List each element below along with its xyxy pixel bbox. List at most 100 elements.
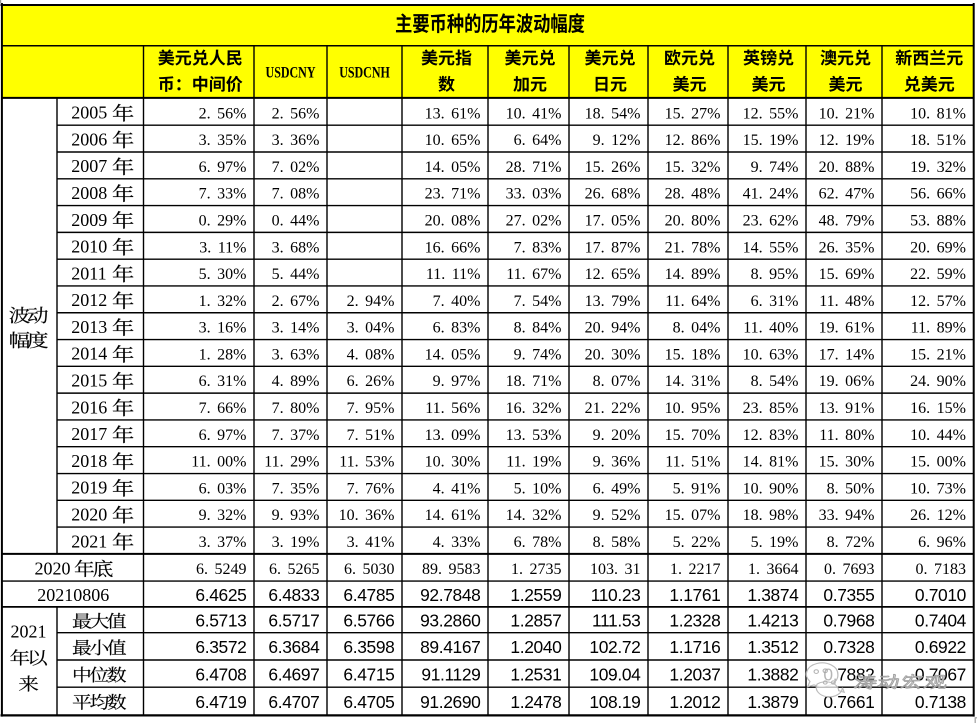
svg-text:14. 31%: 14. 31% (665, 373, 721, 390)
svg-text:6. 97%: 6. 97% (199, 159, 247, 176)
svg-text:13. 79%: 13. 79% (585, 293, 641, 310)
svg-text:12. 86%: 12. 86% (665, 132, 721, 149)
svg-text:4. 41%: 4. 41% (433, 480, 481, 497)
svg-text:10. 63%: 10. 63% (743, 346, 799, 363)
svg-text:3. 04%: 3. 04% (347, 320, 395, 337)
svg-text:2013: 2013 (71, 317, 107, 337)
svg-text:2021: 2021 (11, 622, 47, 642)
svg-text:3. 63%: 3. 63% (272, 346, 320, 363)
svg-text:0.7355: 0.7355 (823, 585, 874, 605)
svg-text:6.4715: 6.4715 (343, 665, 394, 685)
svg-text:91.2690: 91.2690 (420, 692, 480, 712)
svg-text:2. 56%: 2. 56% (272, 105, 320, 122)
svg-text:8. 72%: 8. 72% (827, 534, 875, 551)
svg-text:5. 91%: 5. 91% (673, 480, 721, 497)
svg-text:11. 67%: 11. 67% (506, 266, 561, 283)
svg-text:18. 51%: 18. 51% (910, 132, 966, 149)
svg-text:2017: 2017 (71, 424, 107, 444)
svg-text:3. 36%: 3. 36% (272, 132, 320, 149)
svg-text:0.7661: 0.7661 (823, 692, 874, 712)
svg-text:0.7404: 0.7404 (915, 611, 967, 631)
svg-text:6.3598: 6.3598 (343, 637, 394, 657)
svg-text:6. 31%: 6. 31% (751, 293, 799, 310)
svg-text:USDCNY: USDCNY (266, 64, 316, 82)
svg-text:7. 40%: 7. 40% (433, 293, 481, 310)
svg-text:1. 2735: 1. 2735 (511, 561, 562, 578)
svg-text:6.3684: 6.3684 (268, 637, 320, 657)
svg-text:6. 5265: 6. 5265 (269, 561, 320, 578)
svg-text:17. 87%: 17. 87% (585, 239, 641, 256)
svg-text:9. 12%: 9. 12% (593, 132, 641, 149)
svg-text:7. 35%: 7. 35% (272, 480, 320, 497)
svg-text:1. 3664: 1. 3664 (748, 561, 799, 578)
svg-text:7. 76%: 7. 76% (347, 480, 395, 497)
svg-text:12. 65%: 12. 65% (585, 266, 641, 283)
svg-text:9. 36%: 9. 36% (593, 454, 641, 471)
svg-text:20. 94%: 20. 94% (585, 320, 641, 337)
svg-text:23. 85%: 23. 85% (743, 400, 799, 417)
svg-text:14. 81%: 14. 81% (743, 454, 799, 471)
svg-text:102.72: 102.72 (589, 637, 640, 657)
svg-text:1.3882: 1.3882 (747, 665, 798, 685)
svg-text:1.2012: 1.2012 (669, 692, 720, 712)
svg-text:91.1129: 91.1129 (421, 665, 480, 685)
svg-text:2021: 2021 (71, 531, 107, 551)
svg-text:20210806: 20210806 (37, 585, 109, 605)
svg-text:4. 33%: 4. 33% (433, 534, 481, 551)
svg-text:6.5713: 6.5713 (195, 611, 246, 631)
svg-text:8. 84%: 8. 84% (514, 320, 562, 337)
svg-text:20. 80%: 20. 80% (665, 213, 721, 230)
svg-text:3. 37%: 3. 37% (199, 534, 247, 551)
svg-text:3. 19%: 3. 19% (272, 534, 320, 551)
svg-text:15. 07%: 15. 07% (665, 507, 721, 524)
svg-text:0.7067: 0.7067 (915, 665, 966, 685)
svg-text:109.04: 109.04 (589, 665, 641, 685)
svg-text:2014: 2014 (71, 344, 107, 364)
svg-text:15. 70%: 15. 70% (665, 427, 721, 444)
svg-text:7. 66%: 7. 66% (199, 400, 247, 417)
svg-text:6. 5030: 6. 5030 (344, 561, 395, 578)
svg-text:8. 50%: 8. 50% (827, 480, 875, 497)
svg-text:10. 81%: 10. 81% (910, 105, 966, 122)
svg-text:1.3874: 1.3874 (747, 585, 799, 605)
svg-text:2020: 2020 (35, 558, 71, 578)
svg-text:9. 97%: 9. 97% (433, 373, 481, 390)
svg-text:12. 55%: 12. 55% (743, 105, 799, 122)
svg-text:26. 12%: 26. 12% (910, 507, 966, 524)
svg-text:1.3512: 1.3512 (747, 637, 798, 657)
svg-text:9. 93%: 9. 93% (272, 507, 320, 524)
svg-text:2018: 2018 (71, 451, 107, 471)
svg-text:22. 59%: 22. 59% (910, 266, 966, 283)
svg-text:8. 95%: 8. 95% (751, 266, 799, 283)
svg-text:11. 53%: 11. 53% (339, 454, 394, 471)
svg-text:2006: 2006 (71, 129, 107, 149)
svg-text:10. 95%: 10. 95% (665, 400, 721, 417)
svg-text:3. 41%: 3. 41% (347, 534, 395, 551)
svg-text:3. 16%: 3. 16% (199, 320, 247, 337)
svg-text:15. 69%: 15. 69% (819, 266, 875, 283)
svg-text:20. 88%: 20. 88% (819, 159, 875, 176)
svg-text:6.4707: 6.4707 (268, 692, 319, 712)
svg-text:14. 05%: 14. 05% (425, 159, 481, 176)
svg-text:14. 61%: 14. 61% (425, 507, 481, 524)
svg-text:7. 08%: 7. 08% (272, 186, 320, 203)
svg-text:14. 55%: 14. 55% (743, 239, 799, 256)
svg-text:6. 26%: 6. 26% (347, 373, 395, 390)
svg-text:1.2037: 1.2037 (669, 665, 720, 685)
svg-text:2010: 2010 (71, 237, 107, 257)
svg-text:11. 89%: 11. 89% (911, 320, 966, 337)
svg-text:0. 7183: 0. 7183 (916, 561, 967, 578)
svg-text:20. 08%: 20. 08% (425, 213, 481, 230)
svg-text:20. 69%: 20. 69% (910, 239, 966, 256)
svg-text:16. 15%: 16. 15% (910, 400, 966, 417)
svg-text:1. 32%: 1. 32% (199, 293, 247, 310)
svg-text:11. 11%: 11. 11% (426, 266, 481, 283)
svg-text:33. 03%: 33. 03% (506, 186, 562, 203)
svg-text:3. 35%: 3. 35% (199, 132, 247, 149)
svg-text:15. 00%: 15. 00% (910, 454, 966, 471)
svg-text:19. 32%: 19. 32% (910, 159, 966, 176)
svg-text:1. 2217: 1. 2217 (670, 561, 721, 578)
svg-text:5. 10%: 5. 10% (514, 480, 562, 497)
svg-text:17. 05%: 17. 05% (585, 213, 641, 230)
svg-text:9. 52%: 9. 52% (593, 507, 641, 524)
